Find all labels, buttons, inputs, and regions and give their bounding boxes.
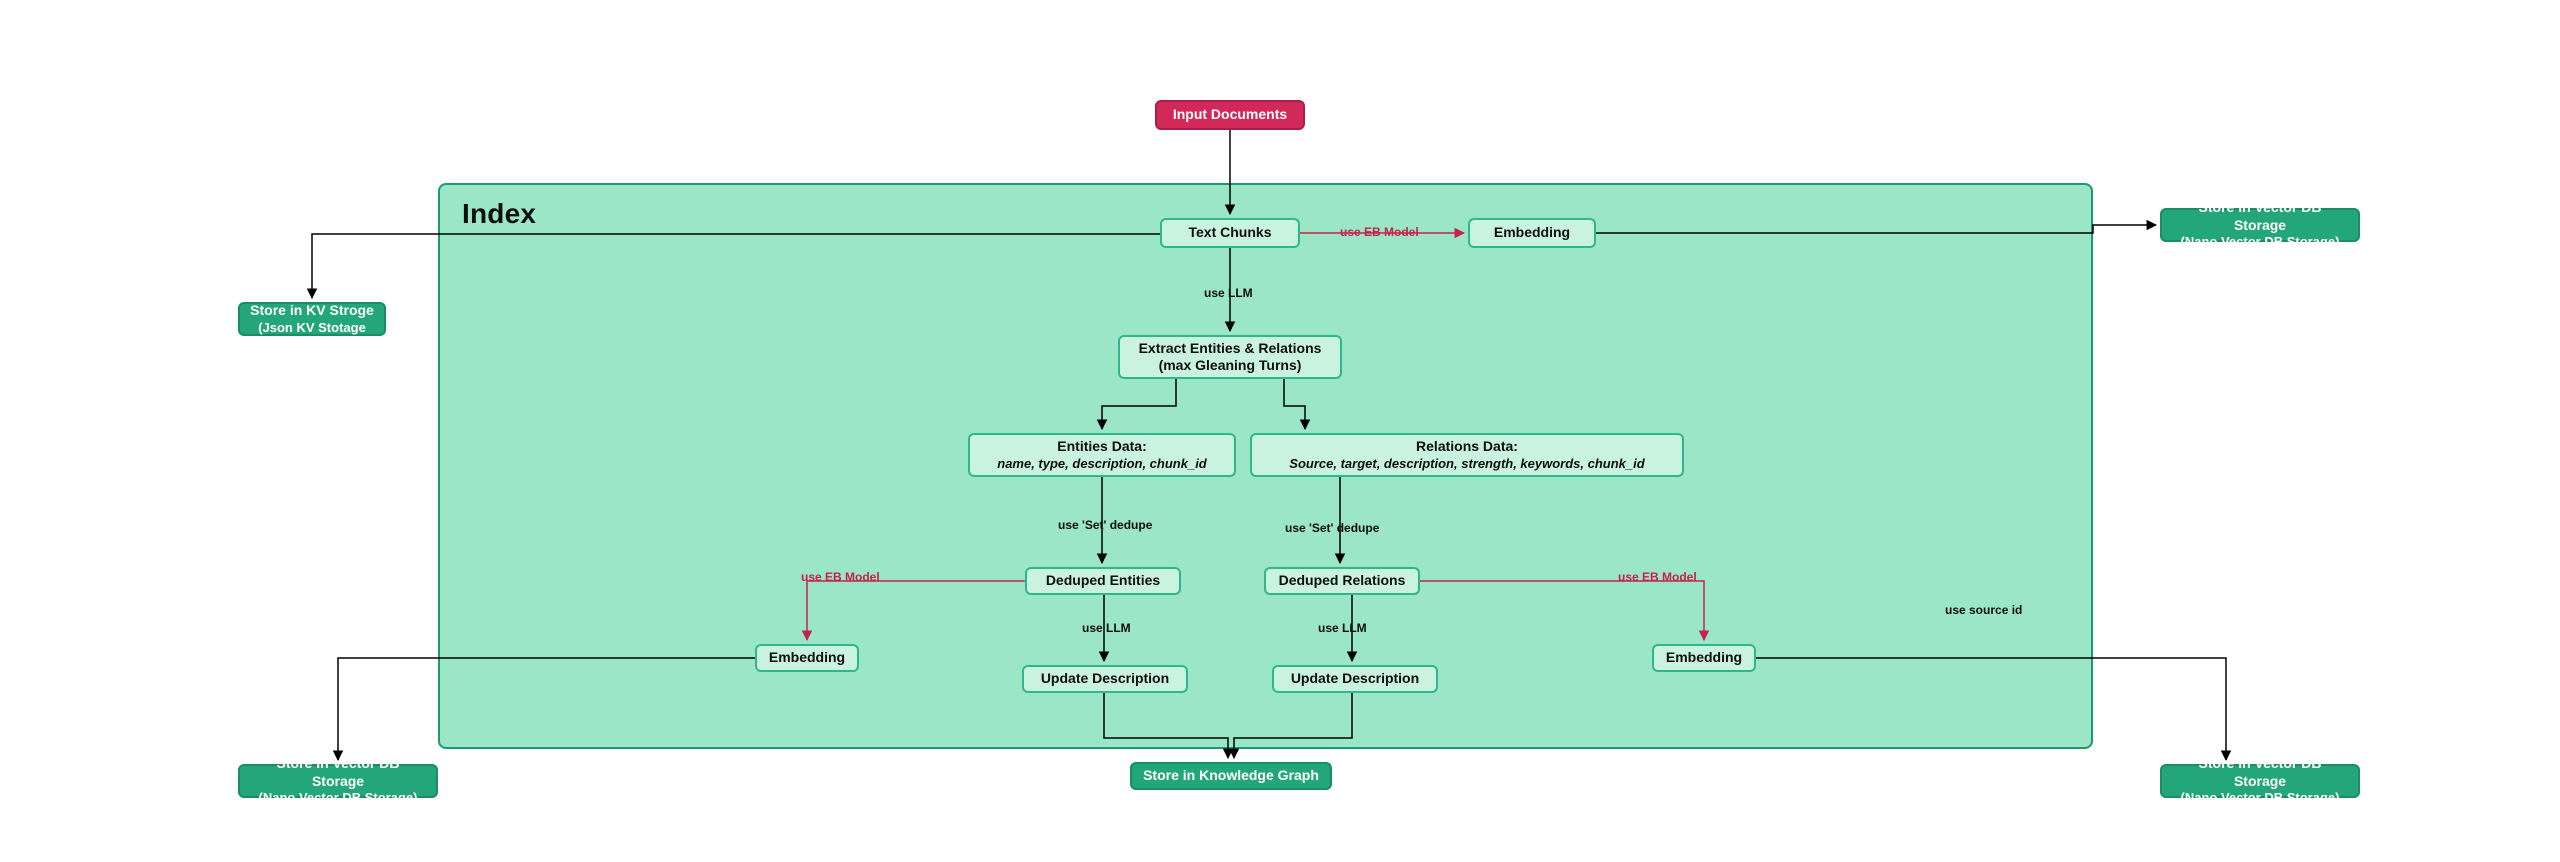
node-label: Deduped Relations bbox=[1279, 572, 1406, 590]
node-label: Store in KV Stroge bbox=[250, 302, 374, 320]
node-sub: (Json KV Stotage bbox=[258, 320, 366, 336]
node-label: Relations Data: bbox=[1416, 438, 1518, 456]
node-entities-data: Entities Data: name, type, description, … bbox=[968, 433, 1236, 477]
node-store-vector-top: Store in Vector DB Storage (Nano Vector … bbox=[2160, 208, 2360, 242]
node-embedding-right: Embedding bbox=[1652, 644, 1756, 672]
node-relations-data: Relations Data: Source, target, descript… bbox=[1250, 433, 1684, 477]
node-sub: (max Gleaning Turns) bbox=[1159, 357, 1302, 375]
node-label: Store in Knowledge Graph bbox=[1143, 767, 1319, 785]
node-label: Store in Vector DB Storage bbox=[2172, 199, 2348, 234]
node-label: Text Chunks bbox=[1189, 224, 1272, 242]
node-sub: name, type, description, chunk_id bbox=[997, 456, 1207, 472]
edge-label-use-source-id: use source id bbox=[1945, 603, 2022, 617]
node-embedding-top: Embedding bbox=[1468, 218, 1596, 248]
edge-label-use-eb-left: use EB Model bbox=[801, 570, 880, 584]
node-store-kv: Store in KV Stroge (Json KV Stotage bbox=[238, 302, 386, 336]
edge-label-use-set-right: use 'Set' dedupe bbox=[1285, 521, 1379, 535]
node-label: Store in Vector DB Storage bbox=[250, 755, 426, 790]
edge-label-use-llm-right: use LLM bbox=[1318, 621, 1367, 635]
node-deduped-relations: Deduped Relations bbox=[1264, 567, 1420, 595]
node-label: Update Description bbox=[1291, 670, 1419, 688]
node-embedding-left: Embedding bbox=[755, 644, 859, 672]
node-text-chunks: Text Chunks bbox=[1160, 218, 1300, 248]
node-label: Input Documents bbox=[1173, 106, 1287, 124]
node-store-vector-bottom-right: Store in Vector DB Storage (Nano Vector … bbox=[2160, 764, 2360, 798]
node-sub: (Nano Vector DB Storage) bbox=[2181, 790, 2340, 806]
edge-label-use-eb-right: use EB Model bbox=[1618, 570, 1697, 584]
index-panel-title: Index bbox=[462, 198, 536, 230]
node-sub: (Nano Vector DB Storage) bbox=[2181, 234, 2340, 250]
node-sub: (Nano Vector DB Storage) bbox=[259, 790, 418, 806]
node-label: Extract Entities & Relations bbox=[1139, 340, 1322, 358]
node-input-documents: Input Documents bbox=[1155, 100, 1305, 130]
node-label: Update Description bbox=[1041, 670, 1169, 688]
node-label: Deduped Entities bbox=[1046, 572, 1160, 590]
node-deduped-entities: Deduped Entities bbox=[1025, 567, 1181, 595]
diagram-stage: Index Input Documents Text bbox=[0, 0, 2560, 862]
node-label: Embedding bbox=[1666, 649, 1742, 667]
node-update-description-relations: Update Description bbox=[1272, 665, 1438, 693]
node-label: Embedding bbox=[769, 649, 845, 667]
node-label: Store in Vector DB Storage bbox=[2172, 755, 2348, 790]
node-sub: Source, target, description, strength, k… bbox=[1289, 456, 1644, 472]
edge-label-use-llm-1: use LLM bbox=[1204, 286, 1253, 300]
node-label: Embedding bbox=[1494, 224, 1570, 242]
node-update-description-entities: Update Description bbox=[1022, 665, 1188, 693]
edge-label-use-set-left: use 'Set' dedupe bbox=[1058, 518, 1152, 532]
node-store-vector-bottom-left: Store in Vector DB Storage (Nano Vector … bbox=[238, 764, 438, 798]
node-label: Entities Data: bbox=[1057, 438, 1146, 456]
node-extract-entities-relations: Extract Entities & Relations (max Gleani… bbox=[1118, 335, 1342, 379]
edge-label-use-llm-left: use LLM bbox=[1082, 621, 1131, 635]
node-store-knowledge-graph: Store in Knowledge Graph bbox=[1130, 762, 1332, 790]
edge-label-use-eb-top: use EB Model bbox=[1340, 225, 1419, 239]
